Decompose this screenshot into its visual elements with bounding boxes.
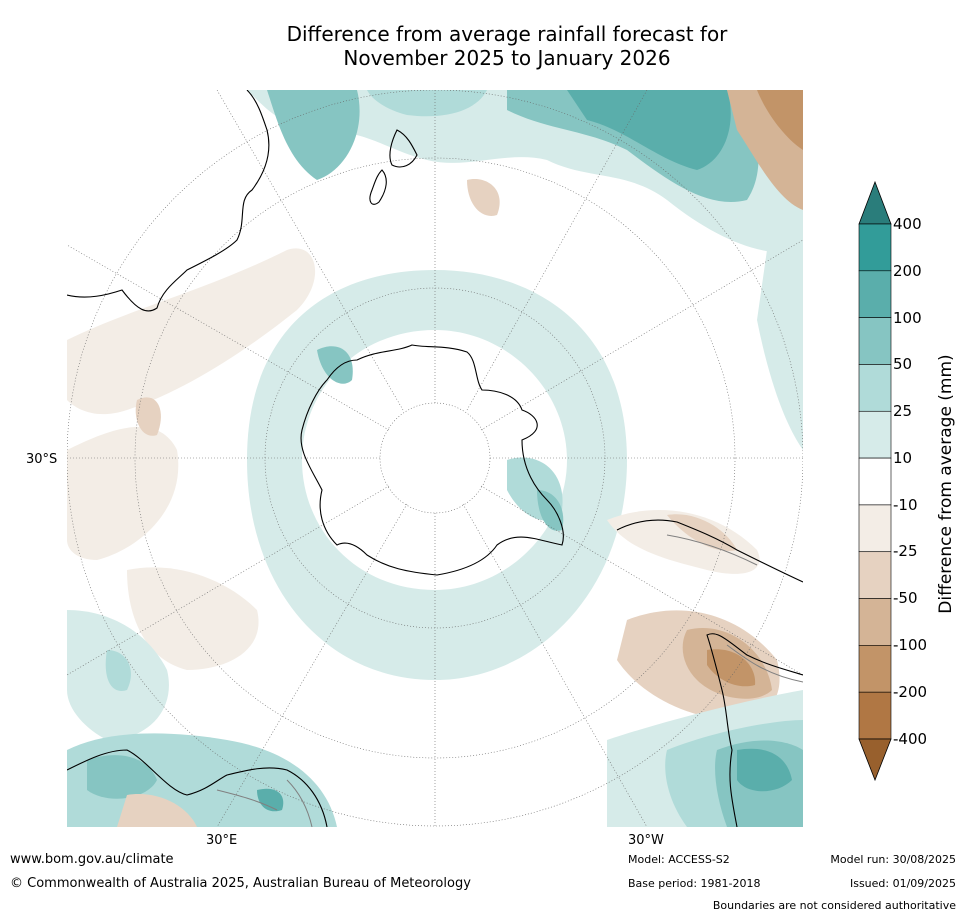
colorbar-segments xyxy=(858,223,892,740)
colorbar xyxy=(858,180,892,782)
colorbar-tick-200: 200 xyxy=(893,262,922,280)
colorbar-segment xyxy=(858,504,892,553)
rainfall-anomaly-shading xyxy=(67,90,803,827)
colorbar-title: Difference from average (mm) xyxy=(936,354,956,614)
title-line-2: November 2025 to January 2026 xyxy=(343,46,671,70)
graticule xyxy=(67,90,803,827)
map-canvas xyxy=(67,90,803,827)
antarctica-coastline xyxy=(300,344,564,576)
colorbar-tick-25: 25 xyxy=(893,402,913,420)
africa-borders xyxy=(216,779,313,827)
title-line-1: Difference from average rainfall forecas… xyxy=(286,22,728,46)
south-america-borders xyxy=(666,534,803,683)
longitude-label-30e: 30°E xyxy=(206,833,238,848)
longitude-label-30w: 30°W xyxy=(628,833,664,848)
colorbar-tick-neg25: -25 xyxy=(893,542,918,560)
africa-coastline xyxy=(67,749,328,827)
new-zealand-coastline xyxy=(369,129,418,205)
australia-coastline xyxy=(67,90,270,312)
copyright-text: © Commonwealth of Australia 2025, Austra… xyxy=(10,876,471,891)
south-america-coastline xyxy=(616,519,803,827)
base-period: Base period: 1981-2018 xyxy=(628,877,761,890)
colorbar-tick-neg100: -100 xyxy=(893,636,928,654)
boundaries-disclaimer: Boundaries are not considered authoritat… xyxy=(712,899,956,912)
colorbar-tick-neg400: -400 xyxy=(893,730,928,748)
latitude-label-30s: 30°S xyxy=(26,452,58,467)
bom-website-link[interactable]: www.bom.gov.au/climate xyxy=(10,852,174,867)
colorbar-segment xyxy=(858,551,892,599)
colorbar-segment xyxy=(858,410,892,459)
colorbar-tick-10: 10 xyxy=(893,449,913,467)
colorbar-top-extend xyxy=(858,180,892,225)
colorbar-segment xyxy=(858,645,892,693)
colorbar-tick-neg10: -10 xyxy=(893,496,918,514)
colorbar-segment xyxy=(858,457,892,506)
colorbar-tick-neg50: -50 xyxy=(893,589,918,607)
colorbar-tick-neg200: -200 xyxy=(893,683,928,701)
rainfall-map[interactable] xyxy=(67,90,803,827)
colorbar-segment xyxy=(858,270,892,318)
model-run-date: Model run: 30/08/2025 xyxy=(830,853,956,866)
chart-title: Difference from average rainfall forecas… xyxy=(0,22,965,70)
colorbar-bottom-extend xyxy=(858,738,892,782)
colorbar-segment xyxy=(858,223,892,272)
colorbar-tick-100: 100 xyxy=(893,309,922,327)
colorbar-segment xyxy=(858,364,892,412)
model-name: Model: ACCESS-S2 xyxy=(628,853,730,866)
colorbar-segment xyxy=(858,317,892,365)
colorbar-tick-400: 400 xyxy=(893,215,922,233)
issued-date: Issued: 01/09/2025 xyxy=(849,877,956,890)
colorbar-segment xyxy=(858,598,892,646)
colorbar-segment xyxy=(858,691,892,740)
colorbar-tick-50: 50 xyxy=(893,355,913,373)
